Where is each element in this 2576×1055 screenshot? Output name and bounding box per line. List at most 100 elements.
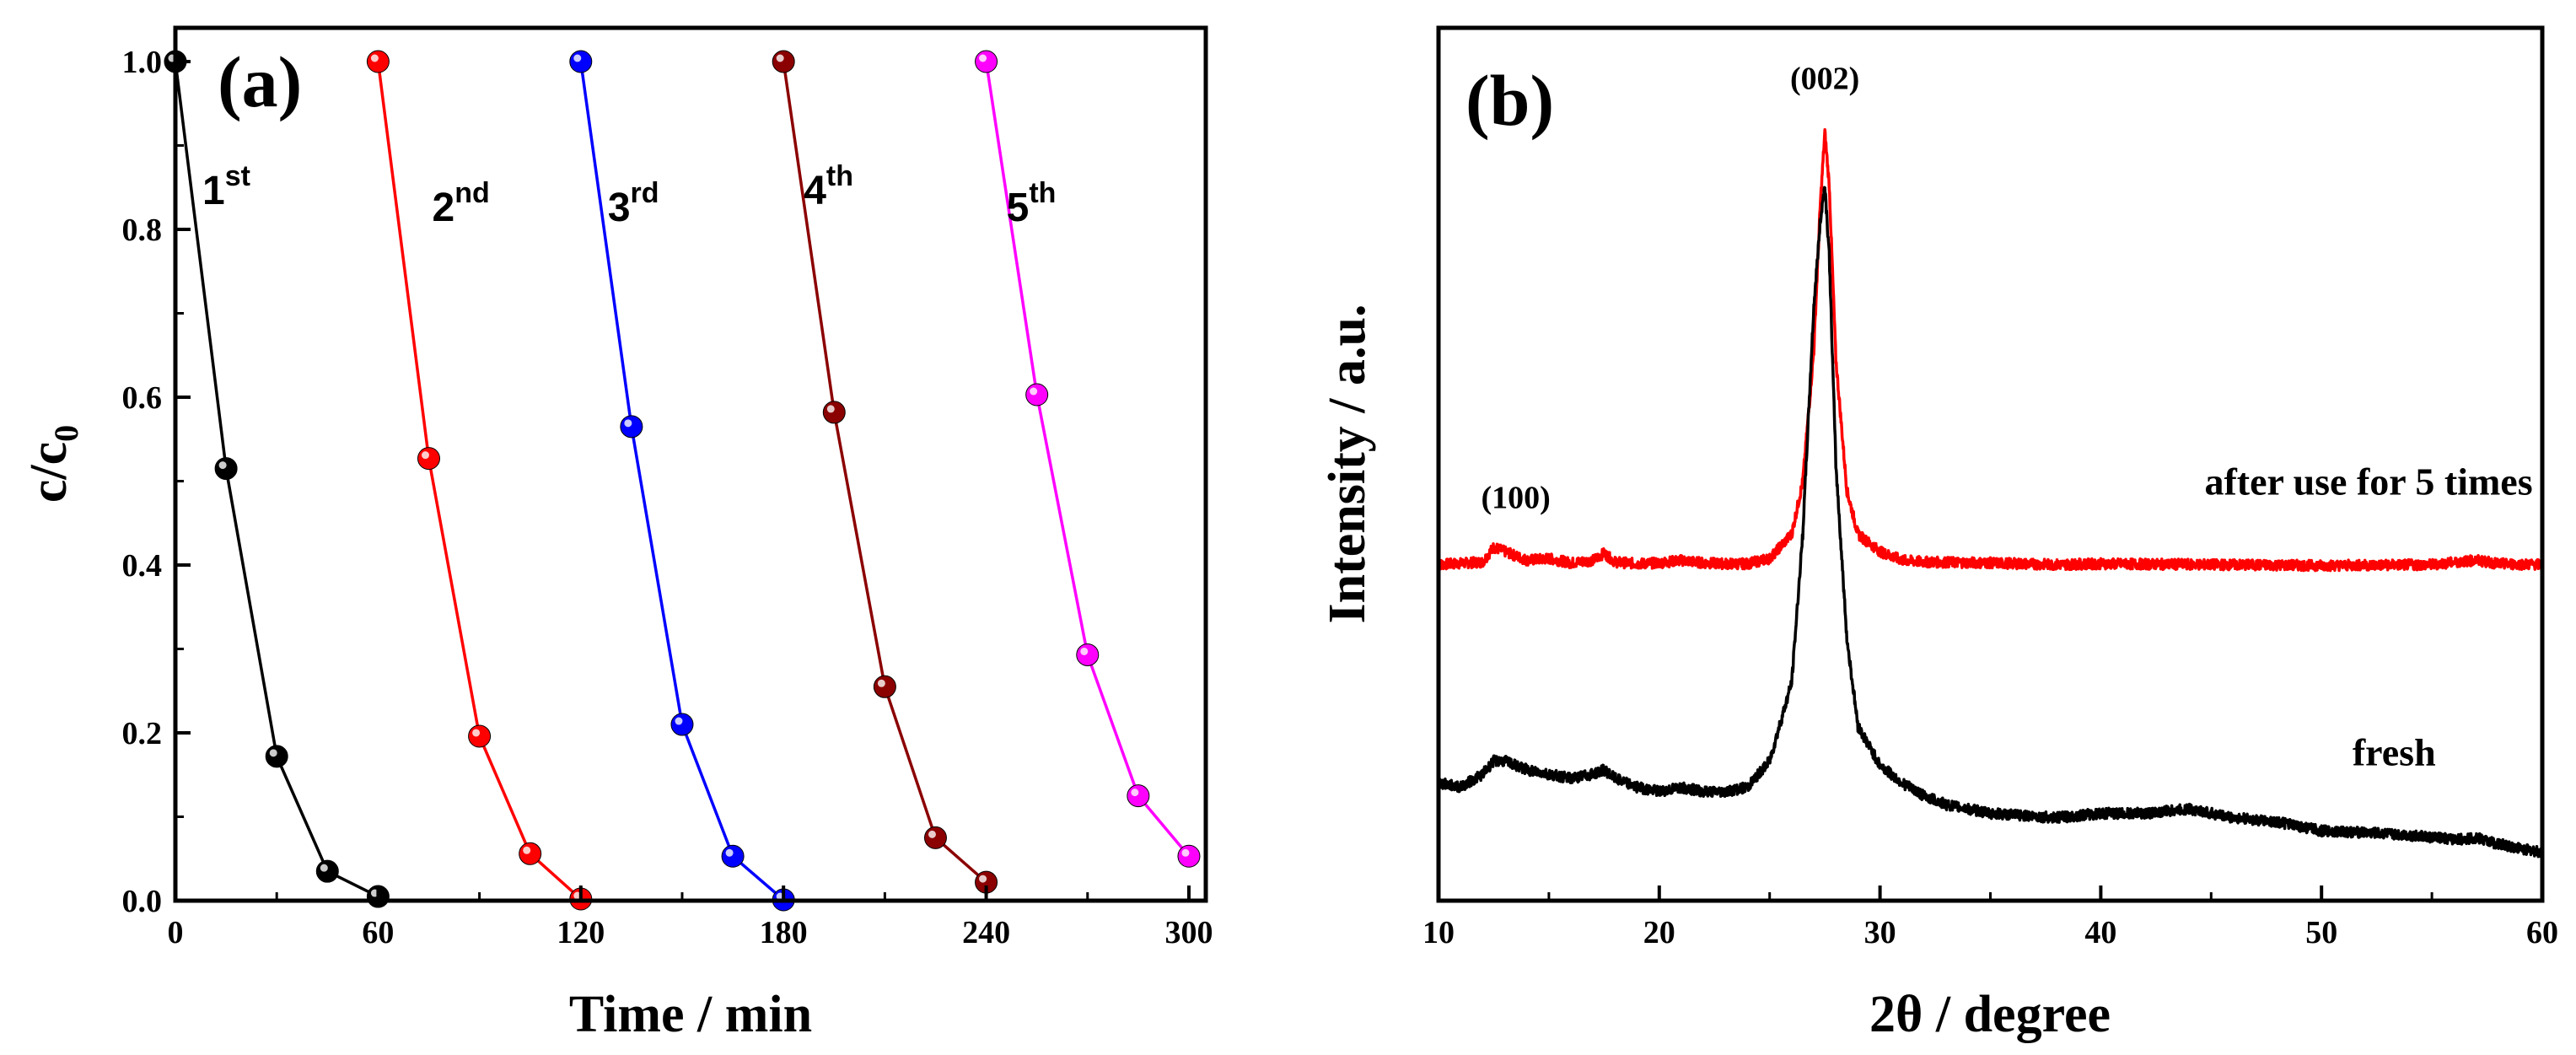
panel-a-y-tick-label: 0.4: [122, 548, 163, 584]
panel-a-cycle-label-superscript: nd: [454, 177, 490, 209]
panel-b-x-tick-label: 20: [1643, 915, 1675, 950]
panel-a-data-point-highlight: [1080, 647, 1089, 655]
panel-a-data-point-highlight: [725, 848, 734, 857]
panel-a-cycle-label: 5th: [1007, 177, 1057, 230]
panel-a-data-point: [417, 447, 440, 471]
panel-a-x-tick-label: 0: [168, 915, 184, 950]
panel-a-data-point: [923, 826, 947, 849]
panel-a-y-tick-label: 0.6: [122, 380, 163, 416]
panel-b-x-tick-label: 30: [1864, 915, 1896, 950]
panel-a-series-line: [984, 61, 1191, 858]
panel-b-spectrum-line: [1437, 128, 2544, 573]
panel-a-data-point: [569, 50, 593, 73]
panel-b-peak-annotation: (100): [1481, 480, 1550, 515]
panel-b-peak-annotation: (002): [1790, 61, 1859, 96]
panel-a-cycle-label-main: 4: [804, 169, 826, 213]
panel-b-x-tick-label: 40: [2084, 915, 2116, 950]
panel-a-cycle-label-superscript: rd: [631, 177, 659, 209]
panel-a-data-point: [670, 713, 694, 736]
panel-b-y-axis-title: Intensity / a.u.: [1319, 304, 1376, 624]
panel-a-data-point-highlight: [776, 54, 784, 62]
panel-a-data-point-highlight: [523, 846, 531, 854]
panel-a-series-2: 2nd: [366, 50, 593, 911]
panel-a-data-point-highlight: [1030, 387, 1038, 396]
panel-a-x-axis-title: Time / min: [569, 986, 812, 1043]
panel-a-data-point: [366, 50, 390, 73]
panel-a-data-point: [468, 724, 492, 748]
panel-a-cycle-label-main: 2: [432, 186, 454, 230]
panel-b-annotations: (100) (002): [1481, 61, 1859, 515]
panel-a-cycle-label-main: 1: [202, 169, 225, 213]
panel-a-x-tick-label: 180: [760, 915, 808, 950]
panel-a-cycle-label: 1st: [202, 160, 250, 213]
panel-a-cycle-label: 2nd: [432, 177, 489, 230]
panel-a-x-tick-label: 300: [1164, 915, 1213, 950]
panel-b-series-2: fresh: [1437, 186, 2544, 859]
panel-a-data-point-highlight: [472, 729, 481, 737]
panel-a-data-point: [315, 859, 339, 883]
panel-a-cycle-label: 3rd: [608, 177, 659, 230]
panel-a-data-point: [772, 50, 795, 73]
panel-a-data-point: [1127, 784, 1150, 808]
panel-a-data-point: [721, 844, 745, 868]
panel-a-frame: [173, 25, 1208, 903]
panel-a-x-tick-label: 60: [362, 915, 394, 950]
panel-a-cycle-label-superscript: th: [826, 160, 853, 192]
panel-a-data-point: [975, 50, 998, 73]
panel-a-data-point: [620, 415, 643, 439]
panel-a-data-point-highlight: [624, 419, 632, 428]
panel-a-label: (a): [218, 41, 302, 122]
panel-b-series-label: fresh: [2353, 731, 2436, 774]
panel-b-series-group: after use for 5 times fresh: [1437, 128, 2544, 859]
panel-b-x-tick-label: 10: [1422, 915, 1455, 950]
panel-b-label: (b): [1465, 60, 1554, 141]
panel-a-ticks: 0 60 120 180 240 300 0.0 0.2 0.4 0.6 0.8 1.0: [122, 45, 1213, 950]
panel-a-y-axis-title-subscript: 0: [47, 425, 85, 442]
panel-a-data-point-highlight: [320, 864, 328, 872]
panel-a-series-5: 5th: [975, 50, 1201, 868]
panel-a-y-axis-title: c/c0: [20, 425, 85, 503]
panel-a-data-point-highlight: [1131, 789, 1139, 797]
panel-b-x-tick-label: 60: [2526, 915, 2558, 950]
panel-a-cycle-label-main: 5: [1007, 186, 1030, 230]
panel-a-data-point: [265, 745, 288, 768]
panel-a-data-point-highlight: [421, 451, 429, 460]
panel-b-series-label: after use for 5 times: [2204, 460, 2532, 503]
panel-a-y-tick-label: 0.2: [122, 716, 163, 751]
panel-a-data-point: [822, 401, 846, 424]
panel-a-data-point-highlight: [979, 875, 987, 883]
panel-a-data-point-highlight: [1181, 848, 1190, 857]
panel-b-series-1: after use for 5 times: [1437, 128, 2544, 573]
panel-a-x-tick-label: 240: [962, 915, 1010, 950]
panel-a-series-3: 3rd: [569, 50, 795, 912]
panel-a-y-axis-title-main: c/c: [20, 442, 78, 503]
panel-a-series-4: 4th: [772, 50, 998, 894]
panel-a-data-point: [1076, 643, 1100, 666]
panel-a-data-point-highlight: [928, 830, 936, 838]
panel-a-y-tick-label: 1.0: [122, 45, 163, 80]
panel-a-data-point-highlight: [573, 54, 582, 62]
panel-b-spectrum-line: [1437, 186, 2544, 859]
panel-a-cycle-label: 4th: [804, 160, 853, 213]
panel-a-y-tick-label: 0.8: [122, 213, 163, 248]
panel-a-data-point-highlight: [370, 54, 379, 62]
panel-a-cycle-label-superscript: th: [1029, 177, 1056, 209]
panel-a-data-point: [1177, 844, 1201, 868]
panel-a-data-point: [1025, 383, 1049, 406]
panel-a-data-point: [214, 457, 238, 481]
panel-a-data-point-highlight: [675, 717, 683, 725]
panel-a-data-point-highlight: [877, 679, 885, 687]
panel-a-cycle-label-main: 3: [608, 186, 631, 230]
panel-a-series-1: 1st: [164, 50, 390, 908]
panel-b-ticks: 10 20 30 40 50 60: [1422, 885, 2558, 950]
panel-a-y-tick-label: 0.0: [122, 884, 163, 919]
panel-b-x-axis-title: 2θ / degree: [1869, 986, 2111, 1043]
panel-a-data-point: [873, 675, 896, 698]
panel-a-data-point: [519, 842, 542, 865]
panel-a-data-point-highlight: [218, 461, 227, 470]
panel-a-x-tick-label: 120: [557, 915, 605, 950]
